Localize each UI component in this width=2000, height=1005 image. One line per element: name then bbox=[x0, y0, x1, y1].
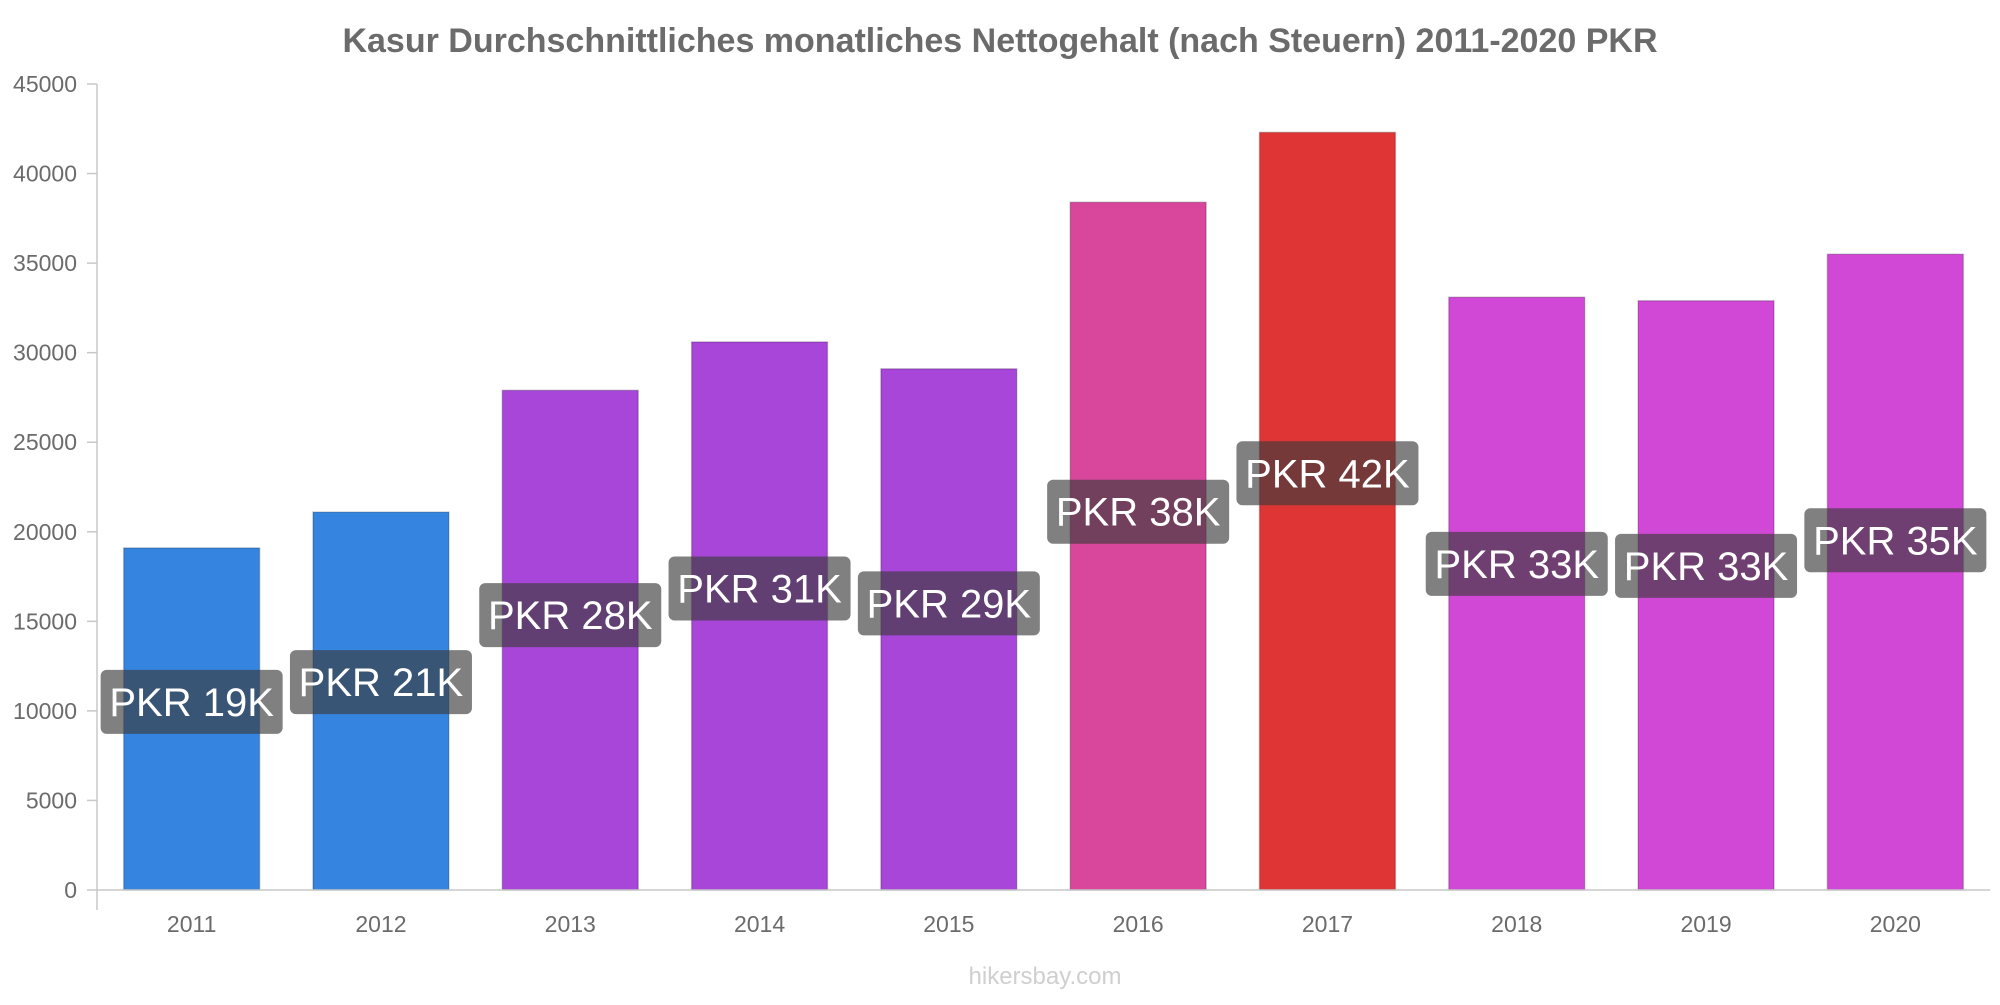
y-tick-label: 5000 bbox=[26, 787, 77, 813]
data-labels-group: PKR 19K PKR 21K PKR 28K PKR 31K PKR 29K PKR 3… bbox=[100, 441, 1987, 734]
x-tick-label: 2019 bbox=[1680, 911, 1731, 937]
y-tick-label: 15000 bbox=[13, 608, 77, 634]
data-label-background bbox=[1615, 533, 1798, 598]
x-tick-label: 2018 bbox=[1491, 911, 1542, 937]
chart-title: Kasur Durchschnittliches monatliches Net… bbox=[342, 22, 1657, 60]
x-tick-label: 2014 bbox=[734, 911, 785, 937]
data-label-background bbox=[1804, 508, 1987, 573]
y-tick-label: 10000 bbox=[13, 698, 77, 724]
y-axis: 0 5000 10000 15000 20000 25000 30000 35000 40000… bbox=[13, 71, 98, 910]
x-tick-label: 2017 bbox=[1302, 911, 1353, 937]
data-label: PKR 21K bbox=[299, 661, 464, 705]
y-tick-label: 45000 bbox=[13, 71, 77, 97]
y-tick-label: 30000 bbox=[13, 340, 77, 366]
x-axis: 2011 2012 2013 2014 2015 2016 2017 2018 2019 2020 bbox=[97, 889, 1990, 937]
data-label-background bbox=[100, 669, 283, 734]
data-label-background bbox=[857, 571, 1040, 636]
data-label-background bbox=[1047, 479, 1230, 544]
y-tick-label: 20000 bbox=[13, 519, 77, 545]
data-label: PKR 28K bbox=[488, 594, 653, 638]
data-label: PKR 31K bbox=[677, 568, 842, 612]
bar-2016 bbox=[1069, 201, 1207, 891]
y-tick-label: 25000 bbox=[13, 429, 77, 455]
x-tick-label: 2020 bbox=[1870, 911, 1921, 937]
bars-group bbox=[122, 131, 1965, 891]
data-label-background bbox=[1425, 531, 1608, 596]
x-tick-label: 2016 bbox=[1113, 911, 1164, 937]
x-tick-label: 2011 bbox=[167, 911, 216, 937]
x-tick-label: 2013 bbox=[545, 911, 596, 937]
y-tick-label: 40000 bbox=[13, 161, 77, 187]
data-label: PKR 19K bbox=[109, 681, 274, 725]
data-label: PKR 29K bbox=[867, 582, 1032, 626]
data-label-background bbox=[1236, 441, 1419, 506]
data-label: PKR 33K bbox=[1434, 543, 1599, 587]
data-label: PKR 33K bbox=[1624, 545, 1789, 589]
data-label: PKR 42K bbox=[1245, 452, 1410, 496]
watermark: hikersbay.com bbox=[969, 963, 1122, 990]
data-label-background bbox=[479, 583, 662, 648]
x-tick-label: 2015 bbox=[923, 911, 974, 937]
data-label-background bbox=[668, 556, 851, 621]
y-tick-label: 0 bbox=[64, 877, 77, 903]
data-label: PKR 35K bbox=[1813, 519, 1978, 563]
data-label: PKR 38K bbox=[1056, 491, 1221, 535]
x-tick-label: 2012 bbox=[355, 911, 406, 937]
data-label-background bbox=[289, 650, 472, 715]
y-tick-label: 35000 bbox=[13, 250, 77, 276]
bar-2017 bbox=[1258, 131, 1397, 891]
